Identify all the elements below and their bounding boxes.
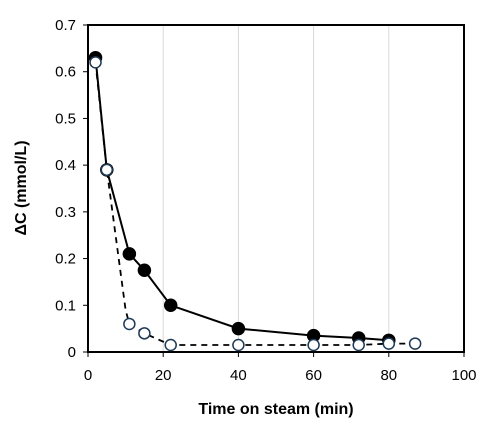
y-tick-label-1: 0.1: [55, 297, 76, 314]
series-0-point-2: [122, 247, 137, 261]
y-tick-label-5: 0.5: [55, 110, 76, 127]
plot-area-frame: [87, 24, 465, 353]
x-tick-label-5: 100: [451, 367, 476, 384]
y-tick-label-2: 0.2: [55, 251, 76, 268]
y-axis-title: ΔC (mmol/L): [13, 140, 30, 235]
y-tick-label-7: 0.7: [55, 17, 76, 34]
series-1-point-8: [382, 337, 396, 350]
y-tick-label-6: 0.6: [55, 64, 76, 81]
x-axis-title: Time on steam (min): [198, 401, 353, 418]
x-axis-ticks: 0 20 40 60 80 100: [84, 352, 477, 384]
series-1-point-2: [123, 317, 136, 331]
y-tick-label-4: 0.4: [55, 157, 76, 174]
x-tick-label-0: 0: [84, 367, 92, 384]
series-1-point-0: [89, 56, 102, 69]
series-0-line: [94, 57, 389, 342]
series-0-point-5: [231, 321, 246, 336]
series-1-point-4: [164, 338, 177, 352]
series-1-point-5: [232, 338, 245, 352]
y-axis-ticks: 0 0.1 0.2 0.3 0.4 0.5 0.6 0.7: [55, 17, 88, 361]
series-0-point-4: [163, 298, 178, 313]
data-markers: [88, 50, 422, 352]
series-0-point-3: [137, 263, 152, 277]
series-1-point-7: [352, 338, 365, 352]
x-tick-label-4: 80: [380, 367, 397, 384]
series-1-point-1: [100, 163, 114, 177]
grid-lines: [162, 25, 390, 352]
series-1-point-9: [408, 337, 422, 350]
x-tick-label-2: 40: [230, 367, 247, 384]
series-1-point-3: [138, 327, 151, 340]
series-lines: [94, 57, 416, 346]
series-1-line: [94, 62, 416, 346]
y-tick-label-3: 0.3: [55, 204, 76, 221]
series-1-point-6: [307, 338, 320, 352]
y-tick-label-0: 0: [68, 344, 76, 361]
x-tick-label-1: 20: [155, 367, 172, 384]
x-tick-label-3: 60: [305, 367, 322, 384]
